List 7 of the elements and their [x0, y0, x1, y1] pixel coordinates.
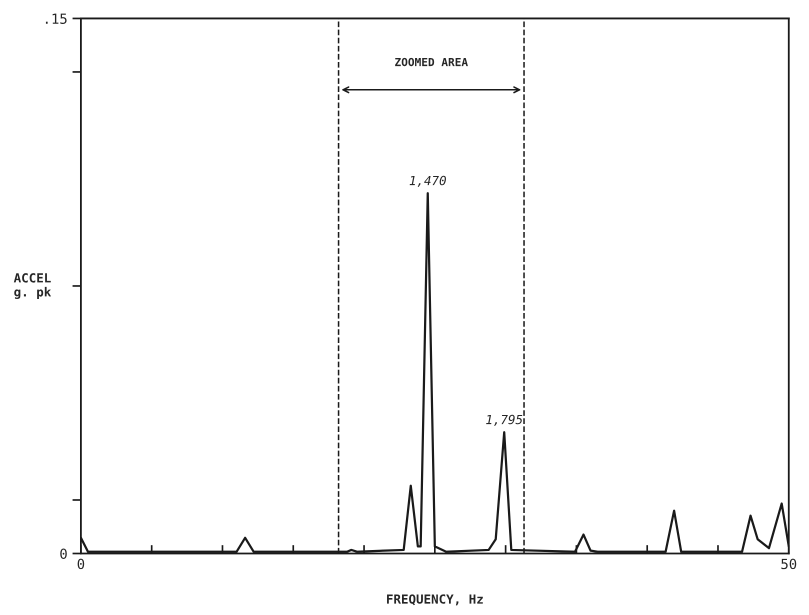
x-axis-title: FREQUENCY, Hz [387, 594, 483, 606]
y-axis-title: ACCEL g. pk [14, 273, 52, 300]
x-tick-label: 50 [781, 558, 796, 570]
annotation: 1,795 [486, 414, 522, 426]
y-tick-label: .15 [46, 14, 67, 24]
annotation: 1,470 [410, 176, 446, 187]
annotation: ZOOMED AREA [395, 58, 468, 66]
